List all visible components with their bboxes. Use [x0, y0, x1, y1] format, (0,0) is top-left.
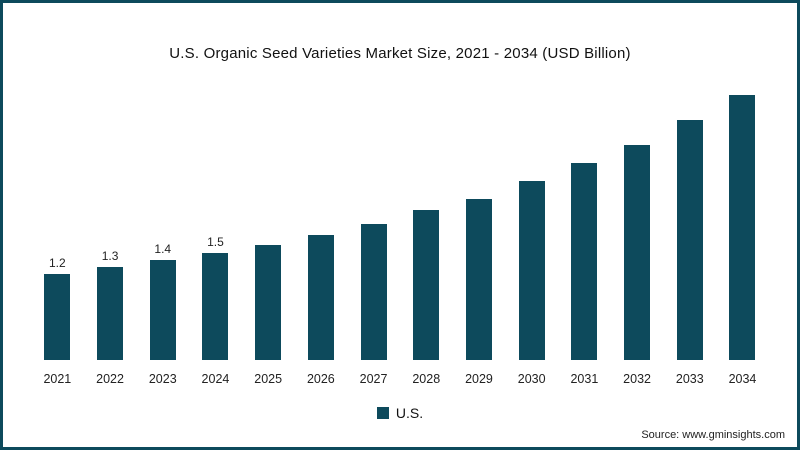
bar-area: [255, 88, 282, 360]
bar-area: [465, 88, 492, 360]
bar-column-2025: 2025: [242, 88, 294, 386]
bar-column-2022: 1.3 2022: [84, 88, 136, 386]
value-label-2021: 1.2: [49, 256, 66, 270]
plot-area: 1.2 2021 1.3 2022 1.4 2023 1.5 2024 2025 2026 2027…: [31, 88, 769, 400]
x-tick-2021: 2021: [43, 372, 72, 386]
value-label-2024: 1.5: [207, 235, 224, 249]
bar-area: [729, 88, 756, 360]
x-tick-2023: 2023: [148, 372, 177, 386]
chart-title: U.S. Organic Seed Varieties Market Size,…: [169, 45, 631, 62]
bar-2034: [729, 95, 756, 360]
bar-2021: [44, 274, 71, 360]
legend-swatch-icon: [376, 407, 389, 419]
bar-column-2030: 2030: [506, 88, 558, 386]
value-label-2022: 1.3: [101, 249, 119, 263]
bar-2026: [307, 235, 334, 360]
x-tick-2032: 2032: [623, 372, 651, 386]
bar-area: 1.3: [97, 88, 124, 360]
x-tick-2025: 2025: [254, 372, 283, 386]
x-tick-2031: 2031: [570, 372, 599, 386]
legend-label: U.S.: [395, 405, 424, 421]
bar-column-2027: 2027: [348, 88, 400, 386]
bar-area: 1.4: [149, 88, 176, 360]
x-tick-2024: 2024: [201, 372, 230, 386]
bar-2032: [624, 145, 651, 360]
bar-column-2028: 2028: [400, 88, 452, 386]
value-label-2023: 1.4: [154, 242, 172, 256]
x-tick-2022: 2022: [96, 372, 124, 386]
bar-column-2026: 2026: [295, 88, 347, 386]
bar-2028: [413, 210, 440, 360]
bar-column-2029: 2029: [453, 88, 505, 386]
x-tick-2029: 2029: [465, 372, 493, 386]
bar-2025: [255, 245, 282, 360]
bar-column-2021: 1.2 2021: [31, 88, 83, 386]
bar-area: [413, 88, 440, 360]
bar-column-2024: 1.5 2024: [189, 88, 241, 386]
x-tick-2034: 2034: [728, 372, 757, 386]
bar-column-2023: 1.4 2023: [137, 88, 189, 386]
bar-column-2031: 2031: [558, 88, 610, 386]
bar-2031: [571, 163, 598, 360]
source-text: Source: www.gminsights.com: [641, 429, 785, 441]
bar-2023: [149, 260, 176, 360]
bar-2033: [676, 120, 703, 360]
legend: U.S.: [3, 405, 797, 421]
x-tick-2030: 2030: [517, 372, 546, 386]
bar-area: 1.2: [44, 88, 71, 360]
bar-area: [571, 88, 598, 360]
bar-area: [676, 88, 703, 360]
bar-2030: [518, 181, 545, 360]
x-tick-2033: 2033: [675, 372, 704, 386]
bar-2024: [202, 253, 229, 360]
bar-2022: [97, 267, 124, 360]
bar-area: [518, 88, 545, 360]
bar-2029: [465, 199, 492, 360]
bar-column-2032: 2032: [611, 88, 663, 386]
bar-area: [624, 88, 651, 360]
x-tick-2028: 2028: [412, 372, 441, 386]
x-tick-2026: 2026: [306, 372, 335, 386]
bar-area: [360, 88, 387, 360]
x-tick-2027: 2027: [359, 372, 388, 386]
bar-column-2034: 2034: [716, 88, 768, 386]
bar-area: [307, 88, 334, 360]
bar-2027: [360, 224, 387, 360]
bar-column-2033: 2033: [664, 88, 716, 386]
bar-area: 1.5: [202, 88, 229, 360]
